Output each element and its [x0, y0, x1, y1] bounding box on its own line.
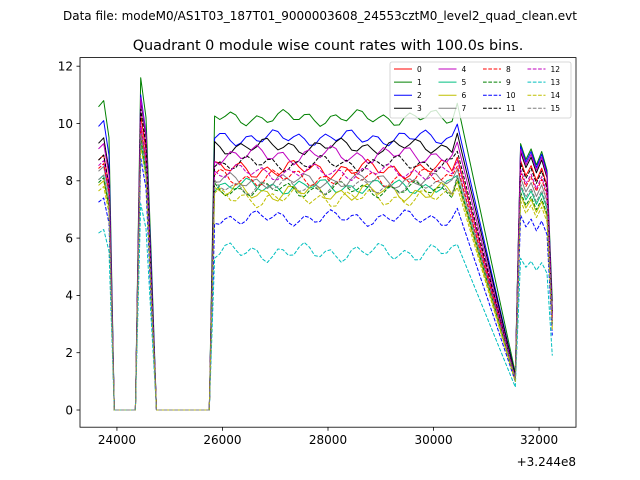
legend-label-0: 0	[417, 65, 422, 74]
chart-title: Quadrant 0 module wise count rates with …	[133, 38, 524, 54]
x-tick-label: 26000	[203, 433, 241, 447]
x-tick-label: 30000	[414, 433, 452, 447]
series-line-13	[98, 203, 553, 411]
y-tick-label: 6	[65, 231, 73, 245]
legend-label-12: 12	[551, 65, 561, 74]
legend-label-4: 4	[462, 65, 467, 74]
chart-suptitle: Data file: modeM0/AS1T03_187T01_90000036…	[63, 9, 577, 23]
x-tick-label: 24000	[98, 433, 136, 447]
legend-label-8: 8	[506, 65, 511, 74]
legend-label-2: 2	[417, 91, 422, 100]
y-tick-label: 0	[65, 403, 73, 417]
legend-label-15: 15	[551, 104, 561, 113]
series-line-4	[98, 97, 553, 411]
x-tick-label: 32000	[520, 433, 558, 447]
plot-area-frame	[79, 57, 577, 428]
y-tick-label: 4	[65, 289, 73, 303]
legend-label-13: 13	[551, 78, 561, 87]
y-tick-label: 2	[65, 346, 73, 360]
legend-label-6: 6	[462, 91, 467, 100]
series-line-15	[98, 134, 553, 411]
legend-label-3: 3	[417, 104, 422, 113]
y-tick-label: 8	[65, 174, 73, 188]
legend-label-5: 5	[462, 78, 467, 87]
series-line-0	[98, 114, 553, 411]
legend-label-1: 1	[417, 78, 422, 87]
series-layer	[98, 77, 553, 411]
x-tick-label: 28000	[309, 433, 347, 447]
legend-label-9: 9	[506, 78, 511, 87]
legend-label-11: 11	[506, 104, 516, 113]
y-tick-label: 12	[58, 59, 73, 73]
x-offset-label: +3.244e8	[517, 455, 576, 469]
legend-label-7: 7	[462, 104, 467, 113]
y-tick-label: 10	[58, 117, 73, 131]
legend-label-14: 14	[551, 91, 561, 100]
series-line-10	[98, 157, 553, 411]
legend-label-10: 10	[506, 91, 516, 100]
legend-box	[389, 61, 572, 119]
series-line-14	[98, 145, 553, 411]
